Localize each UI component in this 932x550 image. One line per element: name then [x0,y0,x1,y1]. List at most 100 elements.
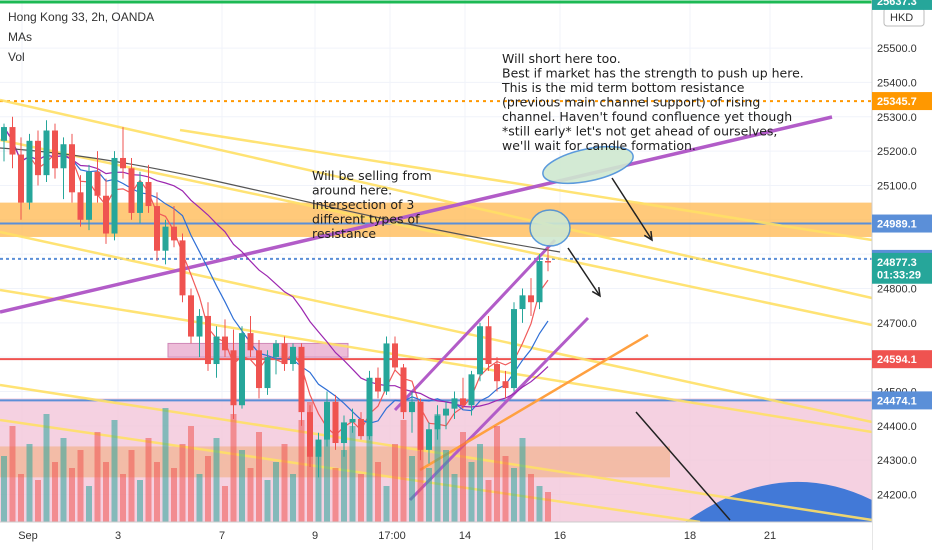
candle-body [273,343,279,358]
candle-body [18,154,24,203]
candle-body [511,309,517,389]
price-tick-label: 25300.0 [877,112,917,124]
volume-bar [281,444,288,522]
sell-note-line: Intersection of 3 [312,197,414,212]
volume-bar [120,474,126,522]
candle-body [52,130,58,169]
moving-averages [0,126,561,437]
volume-bar [171,468,177,522]
candle-body [324,401,330,440]
time-tick-label: 16 [554,530,566,542]
time-tick-label: 9 [312,530,318,542]
candle-body [528,295,534,303]
legend-symbol[interactable]: Hong Kong 33, 2h, OANDA [8,10,155,24]
candle-body [477,326,483,375]
candle-body [35,140,41,176]
volume-bar [77,450,84,522]
time-tick-label: 3 [115,530,121,542]
volume-bar [103,462,109,522]
price-label-text: 01:33:29 [877,270,921,282]
candle-body [9,127,16,155]
volume-bar [536,486,543,522]
volume-bar [392,444,398,522]
candles [1,116,551,478]
time-tick-label: 21 [764,530,776,542]
volume-bar [545,492,551,522]
sell-note-line: resistance [312,226,376,241]
arrow-lower [567,247,601,297]
volume-bar [417,438,424,522]
price-tick-label: 24200.0 [877,490,917,502]
volume-bar [128,450,135,522]
candle-body [247,333,254,351]
candle-body [519,295,526,310]
candle-body [485,326,492,365]
volume-bar [52,462,58,522]
price-label-text: 24474.1 [877,395,917,407]
volume-bar [230,414,237,522]
volume-bar [426,468,432,522]
volume-bar [434,414,441,522]
price-tick-label: 24800.0 [877,283,917,295]
volume-bar [256,432,262,522]
volume-bar [375,462,381,522]
price-label-text: 24989.1 [877,219,917,231]
volume-bar [1,456,7,522]
volume-bar [477,444,483,522]
volume-bar [460,432,466,522]
legend-ma[interactable]: MAs [8,30,32,44]
candle-body [264,357,271,389]
volume-bar [162,408,169,522]
price-axis: 24200.024300.024400.024500.024600.024700… [871,0,932,550]
price-label-badge [872,350,932,369]
volume-bar [188,426,194,522]
volume-bar [9,426,16,522]
candle-body [341,422,347,444]
volume-bar [298,420,305,522]
volume-bar [154,462,160,522]
volume-bar [69,468,75,522]
candle-body [205,315,211,365]
candle-body [94,171,101,196]
candle-body [128,168,135,213]
sell-note-line: different types of [312,212,420,227]
legend-vol[interactable]: Vol [8,50,25,64]
candle-body [86,171,92,220]
volume-bar [18,474,24,522]
ma-mid [3,126,549,424]
yellow-trendline [179,128,873,242]
arrow-lower-head [591,286,601,298]
candle-body [545,261,551,263]
time-axis-bg [0,522,872,550]
candle-body [103,195,109,234]
short-note-line: *still early* let's not get ahead of our… [502,124,777,139]
currency-label[interactable]: HKD [890,12,913,24]
candle-body [69,144,75,193]
short-note-line: channel. Haven't found confluence yet th… [502,109,792,124]
candle-body [281,343,288,365]
volume-bar [443,450,449,522]
candle-body [43,130,50,176]
annotation-text: Will short here too.Best if market has t… [312,51,804,241]
candle-body [375,377,381,392]
target-ellipse-upper [542,145,634,185]
price-label-badge [872,391,932,410]
candle-body [494,364,500,382]
sell-note-line: Will be selling from [312,168,432,183]
yellow-trendline [0,98,873,300]
volume-bar [43,414,50,522]
candle-body [1,127,7,141]
price-tick-label: 25400.0 [877,77,917,89]
volume-bar [290,474,296,522]
price-label-badge [872,92,932,111]
price-label-badge [872,214,932,233]
volume-bar [60,438,67,522]
volume-bar [409,456,415,522]
candle-body [188,295,194,337]
price-tick-label: 25500.0 [877,43,917,55]
short-note-line: This is the mid term bottom resistance [501,80,745,95]
volume-bar [511,468,517,522]
candle-body [358,418,364,437]
short-note-line: we'll wait for candle formation. [502,138,696,153]
